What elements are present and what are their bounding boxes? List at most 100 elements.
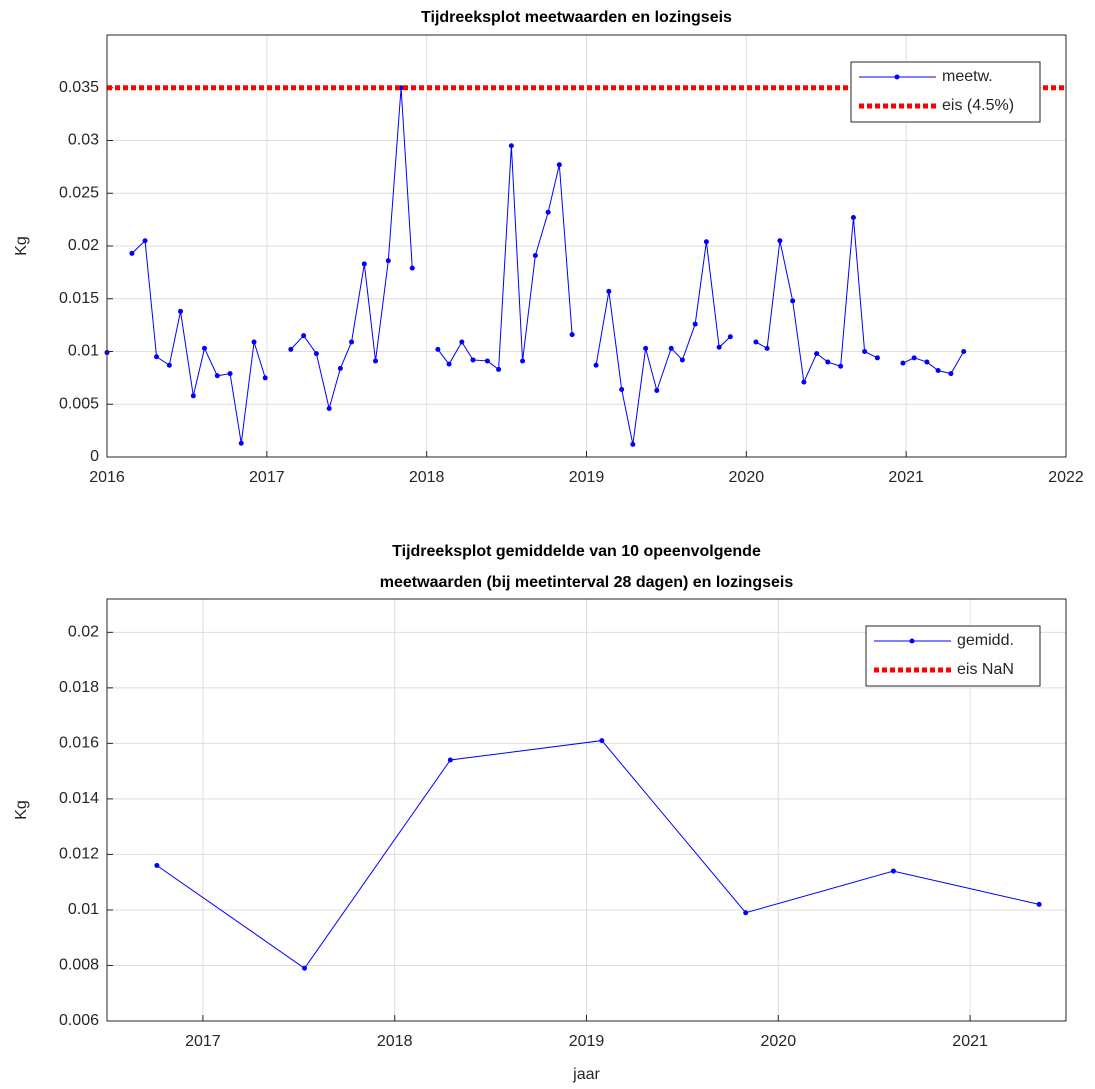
- data-point: [227, 371, 233, 377]
- data-point: [214, 373, 220, 379]
- data-point: [593, 362, 599, 368]
- data-point: [496, 366, 502, 372]
- x-tick-label: 2016: [89, 469, 125, 486]
- x-tick-label: 2017: [249, 469, 285, 486]
- x-tick-label: 2019: [569, 1033, 605, 1050]
- data-point: [801, 379, 807, 385]
- data-point: [301, 333, 307, 339]
- x-tick-label: 2020: [729, 469, 765, 486]
- data-point: [911, 355, 917, 361]
- data-point: [251, 339, 257, 345]
- plot-frame: [106, 34, 1067, 458]
- y-tick-label: 0.008: [59, 957, 99, 974]
- data-point: [924, 359, 930, 365]
- y-tick-label: 0.005: [59, 395, 99, 412]
- data-point: [643, 345, 649, 351]
- y-tick-label: 0: [90, 448, 99, 465]
- data-point: [753, 339, 759, 345]
- data-point: [484, 358, 490, 364]
- data-point: [874, 355, 880, 361]
- legend: meetw. eis (4.5%): [850, 61, 1041, 123]
- data-point: [520, 358, 526, 364]
- y-tick-label: 0.035: [59, 79, 99, 96]
- data-point: [447, 757, 453, 763]
- data-point: [178, 308, 184, 314]
- data-point: [238, 440, 244, 446]
- data-point: [764, 345, 770, 351]
- data-point: [435, 346, 441, 352]
- x-tick-label: 2021: [952, 1033, 988, 1050]
- y-tick-label: 0.01: [68, 343, 99, 360]
- data-point: [619, 386, 625, 392]
- data-point: [326, 405, 332, 411]
- y-tick-label: 0.014: [59, 790, 99, 807]
- y-tick-label: 0.012: [59, 846, 99, 863]
- legend: gemidd. eis NaN: [865, 625, 1041, 687]
- data-point: [470, 357, 476, 363]
- data-point: [890, 868, 896, 874]
- x-tick-label: 2018: [377, 1033, 413, 1050]
- data-point: [508, 143, 514, 149]
- data-point: [777, 238, 783, 244]
- data-point: [692, 321, 698, 327]
- data-point: [703, 239, 709, 245]
- y-tick-label: 0.015: [59, 290, 99, 307]
- y-tick-label: 0.02: [68, 624, 99, 641]
- data-point: [409, 265, 415, 271]
- legend-label: eis NaN: [957, 661, 1014, 678]
- data-point: [532, 252, 538, 258]
- x-tick-label: 2018: [409, 469, 445, 486]
- data-point: [129, 250, 135, 256]
- data-point: [142, 238, 148, 244]
- x-axis-label: jaar: [572, 1066, 600, 1083]
- data-point: [935, 367, 941, 373]
- legend-label: meetw.: [942, 68, 993, 85]
- data-point: [201, 345, 207, 351]
- data-point: [302, 965, 308, 971]
- data-point: [166, 362, 172, 368]
- legend-label: gemidd.: [957, 632, 1014, 649]
- data-point: [850, 215, 856, 221]
- chart-title: Tijdreeksplot gemiddelde van 10 opeenvol…: [392, 543, 761, 560]
- data-point: [262, 375, 268, 381]
- x-tick-label: 2022: [1048, 469, 1084, 486]
- data-point: [154, 354, 160, 360]
- y-tick-label: 0.02: [68, 237, 99, 254]
- data-point: [556, 162, 562, 168]
- data-point: [743, 910, 749, 916]
- x-tick-label: 2019: [569, 469, 605, 486]
- y-tick-label: 0.01: [68, 901, 99, 918]
- legend-box: [850, 61, 1041, 123]
- y-tick-label: 0.016: [59, 735, 99, 752]
- plot-frame: [106, 598, 1067, 1022]
- legend-marker: [909, 638, 915, 644]
- data-point: [154, 863, 160, 869]
- data-point: [459, 339, 465, 345]
- data-point: [313, 351, 319, 357]
- legend-label: eis (4.5%): [942, 97, 1014, 114]
- data-point: [446, 361, 452, 367]
- data-point: [569, 332, 575, 338]
- data-point: [385, 258, 391, 264]
- data-point: [190, 393, 196, 399]
- data-point: [1036, 901, 1042, 907]
- data-point: [727, 334, 733, 340]
- data-point: [606, 288, 612, 294]
- legend-marker: [894, 74, 900, 80]
- y-tick-label: 0.025: [59, 184, 99, 201]
- chart-title: Tijdreeksplot meetwaarden en lozingseis: [421, 9, 732, 26]
- data-point: [948, 371, 954, 377]
- data-point: [790, 298, 796, 304]
- data-point: [838, 363, 844, 369]
- data-point: [961, 349, 967, 354]
- y-tick-label: 0.018: [59, 679, 99, 696]
- y-axis-label: Kg: [13, 236, 30, 256]
- data-point: [599, 738, 605, 744]
- x-tick-label: 2021: [888, 469, 924, 486]
- data-point: [373, 358, 379, 364]
- data-point: [900, 360, 906, 366]
- legend-box: [865, 625, 1041, 687]
- data-point: [814, 351, 820, 357]
- data-point: [349, 339, 355, 345]
